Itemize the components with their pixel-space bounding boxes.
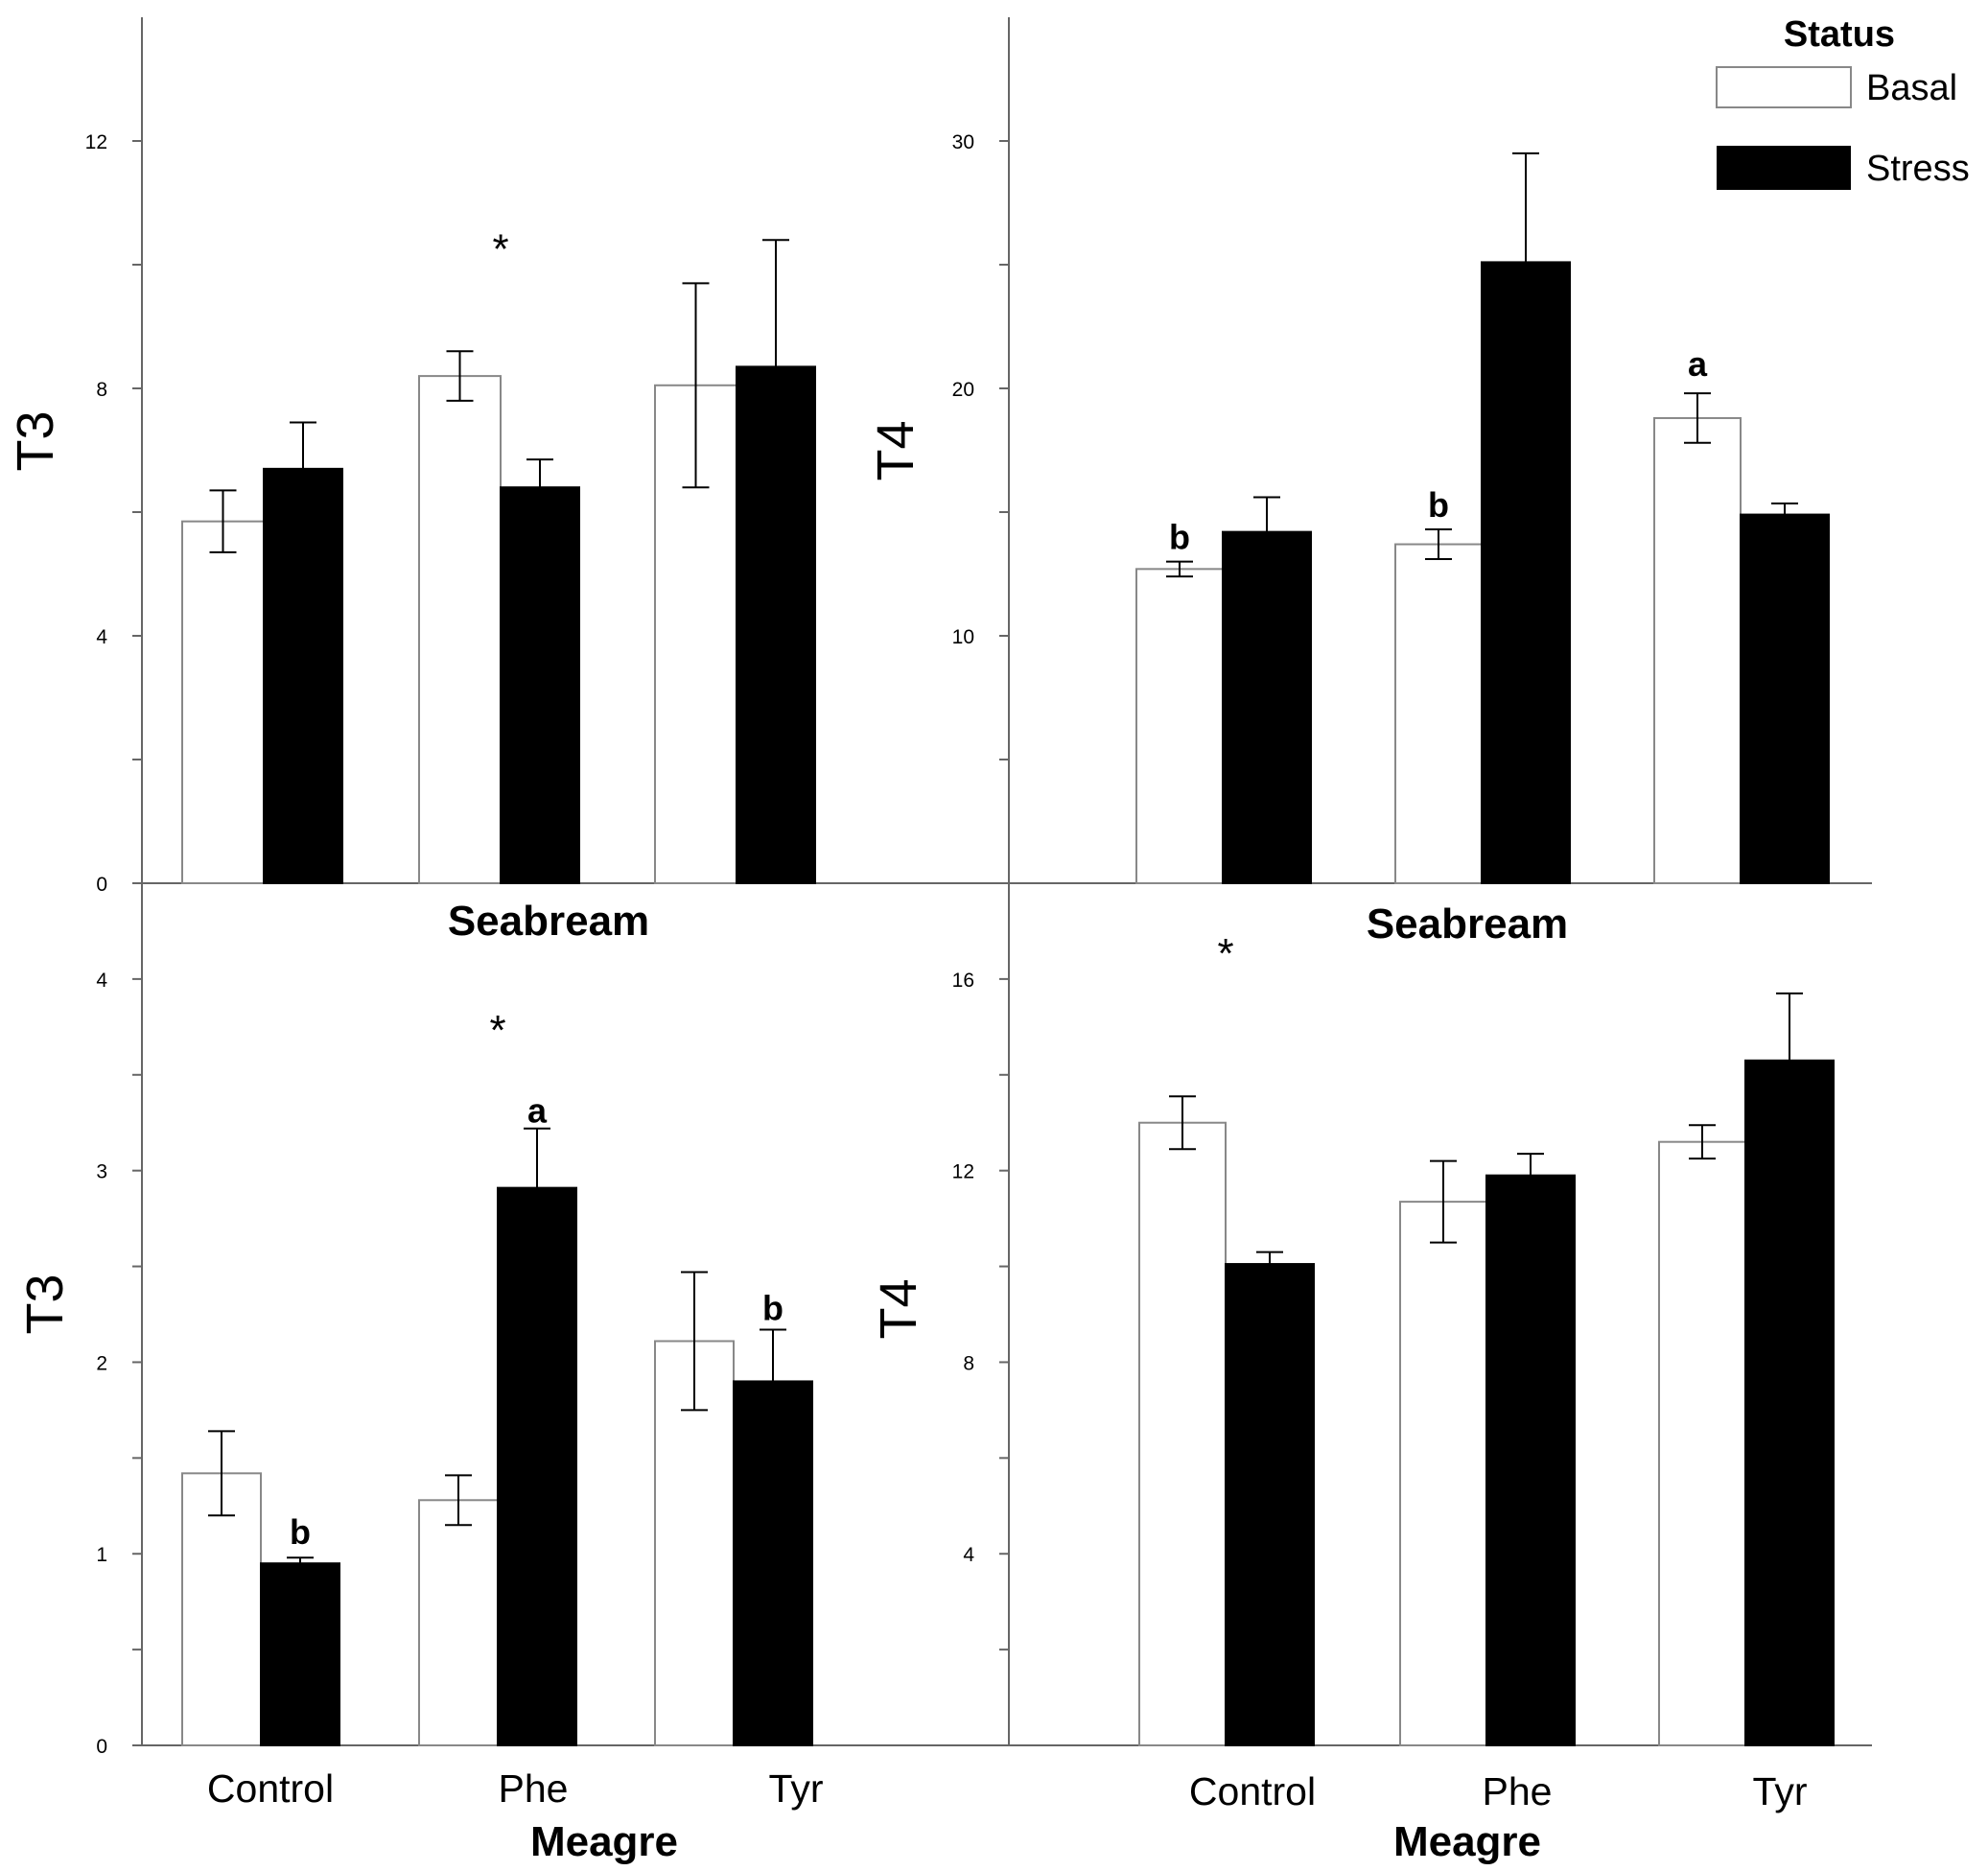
seabream-t4-annotation-letter: b [1428,485,1449,525]
meagre-t4-ytick-label: 4 [963,1544,974,1566]
ylabel-seabream-t4: T4 [867,420,924,480]
category-label-meagre-t3-control: Control [207,1766,334,1811]
legend-swatch-stress [1717,146,1851,190]
seabream-t3-ytick-label: 8 [96,379,107,401]
meagre-t4-bar-basal-phe [1399,1201,1487,1747]
meagre-t4-ytick-label: 8 [963,1352,974,1374]
category-label-meagre-t3-tyr: Tyr [769,1766,824,1811]
meagre-t4-ytick-label: 12 [952,1161,974,1183]
seabream-t3-ytick-label: 0 [96,874,107,896]
panel-title-seabream-t4: Seabream [1367,900,1568,947]
seabream-t4-annotation-letter: a [1688,344,1708,384]
seabream-t3-bar-basal-control [181,520,265,884]
legend-swatch-basal [1716,66,1852,108]
meagre-t3-annotation-significance-star: * [489,1007,505,1054]
meagre-t4-ytick-label: 16 [952,970,974,992]
seabream-t4-bar-stress-control [1222,530,1312,884]
seabream-t4-ytick-label: 10 [952,626,974,648]
seabream-t3-bar-stress-tyr [736,365,816,884]
seabream-t4-ytick-label: 20 [952,379,974,401]
category-label-meagre-t4-control: Control [1189,1769,1316,1813]
meagre-t3-annotation-letter: b [762,1288,784,1327]
meagre-t3-bar-stress-control [260,1562,340,1746]
ylabel-seabream-t3: T3 [7,410,64,471]
meagre-t3-bar-stress-tyr [733,1380,813,1747]
meagre-t4-bar-stress-phe [1485,1174,1576,1746]
seabream-t3-ytick-label: 4 [96,626,107,648]
panel-title-seabream-t3: Seabream [448,898,649,945]
legend-label-stress: Stress [1866,149,1970,189]
seabream-t3-annotation-significance-star: * [492,226,508,273]
meagre-t4-bar-basal-tyr [1658,1140,1746,1746]
legend-title: Status [1784,14,1895,55]
meagre-t3-bar-stress-phe [497,1186,577,1746]
seabream-t4-bar-stress-tyr [1740,513,1830,885]
seabream-t3-bar-stress-control [263,467,343,884]
meagre-t3-ytick-label: 1 [96,1544,107,1566]
category-label-meagre-t4-phe: Phe [1483,1769,1553,1813]
meagre-t3-ytick-label: 0 [96,1736,107,1758]
meagre-t4-bar-stress-tyr [1744,1059,1835,1746]
meagre-t3-ytick-label: 4 [96,970,107,992]
meagre-t4-bar-basal-control [1138,1121,1227,1746]
seabream-t3-bar-basal-phe [418,375,502,885]
seabream-t4-annotation-letter: b [1169,518,1190,557]
seabream-t4-bar-stress-phe [1481,261,1571,885]
seabream-t4-bar-basal-phe [1394,543,1483,884]
category-label-meagre-t3-phe: Phe [499,1766,569,1811]
legend: Status Basal Stress [1716,14,1970,190]
meagre-t3-ytick-label: 2 [96,1352,107,1374]
meagre-t4-annotation-significance-star: * [1217,930,1233,977]
meagre-t4-bar-stress-control [1225,1263,1315,1747]
panel-title-meagre-t3: Meagre [530,1818,678,1865]
meagre-t3-bar-basal-phe [418,1499,499,1746]
meagre-t3-annotation-letter: b [290,1512,311,1552]
panel-title-meagre-t4: Meagre [1393,1818,1541,1865]
seabream-t4-bar-basal-tyr [1653,416,1742,884]
category-label-meagre-t4-tyr: Tyr [1753,1769,1808,1813]
legend-label-basal: Basal [1866,68,1957,108]
ylabel-meagre-t4: T4 [870,1278,927,1339]
meagre-t3-annotation-letter: a [527,1091,548,1131]
seabream-t4-ytick-label: 30 [952,131,974,153]
meagre-t3-bar-basal-control [181,1472,262,1746]
seabream-t3-bar-stress-phe [500,486,580,884]
seabream-t3-ytick-label: 12 [85,131,107,153]
ylabel-meagre-t3: T3 [16,1274,74,1334]
seabream-t4-bar-basal-control [1135,568,1224,885]
meagre-t3-ytick-label: 3 [96,1161,107,1183]
